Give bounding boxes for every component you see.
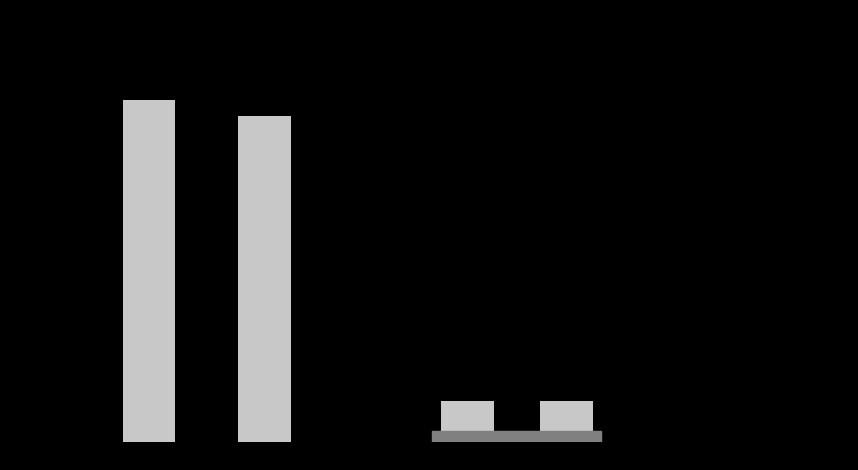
Bar xyxy=(123,100,175,442)
Bar xyxy=(238,116,291,442)
Bar xyxy=(540,401,593,442)
Bar xyxy=(441,401,494,442)
Bar xyxy=(432,431,601,442)
